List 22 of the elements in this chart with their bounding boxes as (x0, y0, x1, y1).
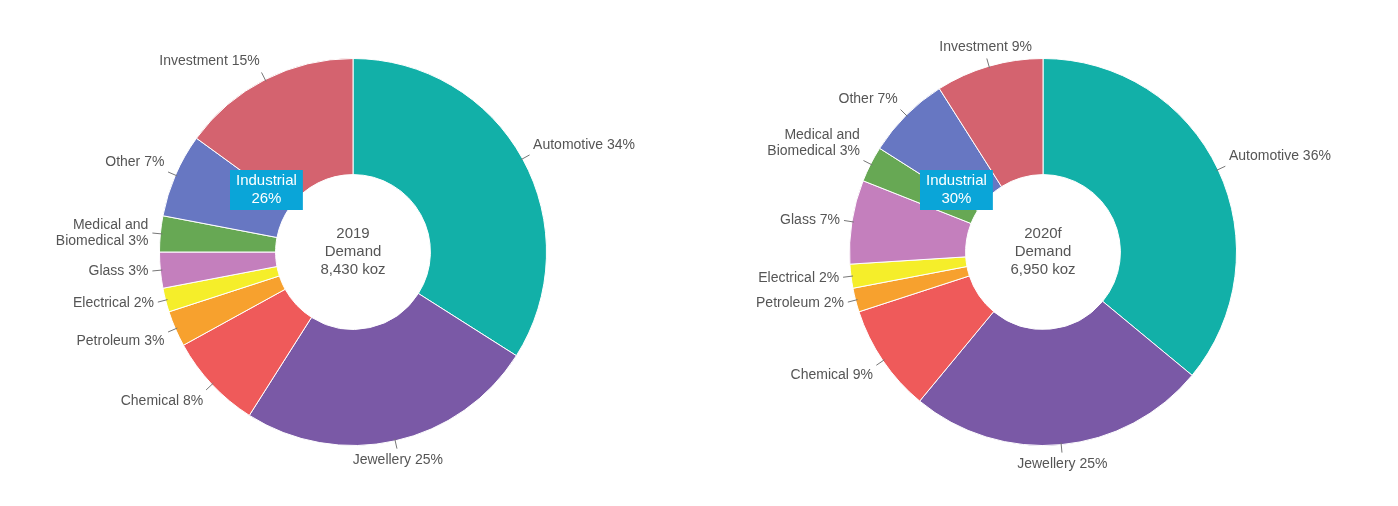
slice-label: Automotive 36% (1228, 147, 1331, 164)
text: 2020f Demand 6,950 koz (1010, 224, 1076, 278)
text: Industrial 26% (235, 171, 297, 207)
slice-label: Investment 15% (159, 51, 260, 68)
slice-label: Chemical 8% (120, 391, 204, 408)
slice-label: Jewellery 25% (352, 451, 443, 468)
slice-label: Petroleum 3% (76, 332, 165, 349)
slice-label: Automotive 34% (533, 135, 636, 152)
slice-label: Electrical 2% (73, 293, 154, 310)
slice-label: Electrical 2% (758, 268, 840, 285)
slice-label: Glass 3% (88, 262, 149, 279)
text: Industrial 30% (925, 171, 987, 207)
slice-label: Glass 7% (780, 210, 841, 227)
slice-label: Investment 9% (939, 37, 1032, 54)
slice-label: Petroleum 2% (756, 293, 844, 310)
slice-label: Chemical 9% (790, 366, 874, 383)
slice-label: Other 7% (838, 89, 898, 106)
slice-label: Jewellery 25% (1017, 455, 1108, 472)
slice-label: Other 7% (105, 153, 165, 170)
slice-label: Medical and Biomedical 3% (55, 215, 149, 248)
text: 2019 Demand 8,430 koz (320, 224, 386, 278)
slice-label: Medical and Biomedical 3% (767, 125, 860, 158)
